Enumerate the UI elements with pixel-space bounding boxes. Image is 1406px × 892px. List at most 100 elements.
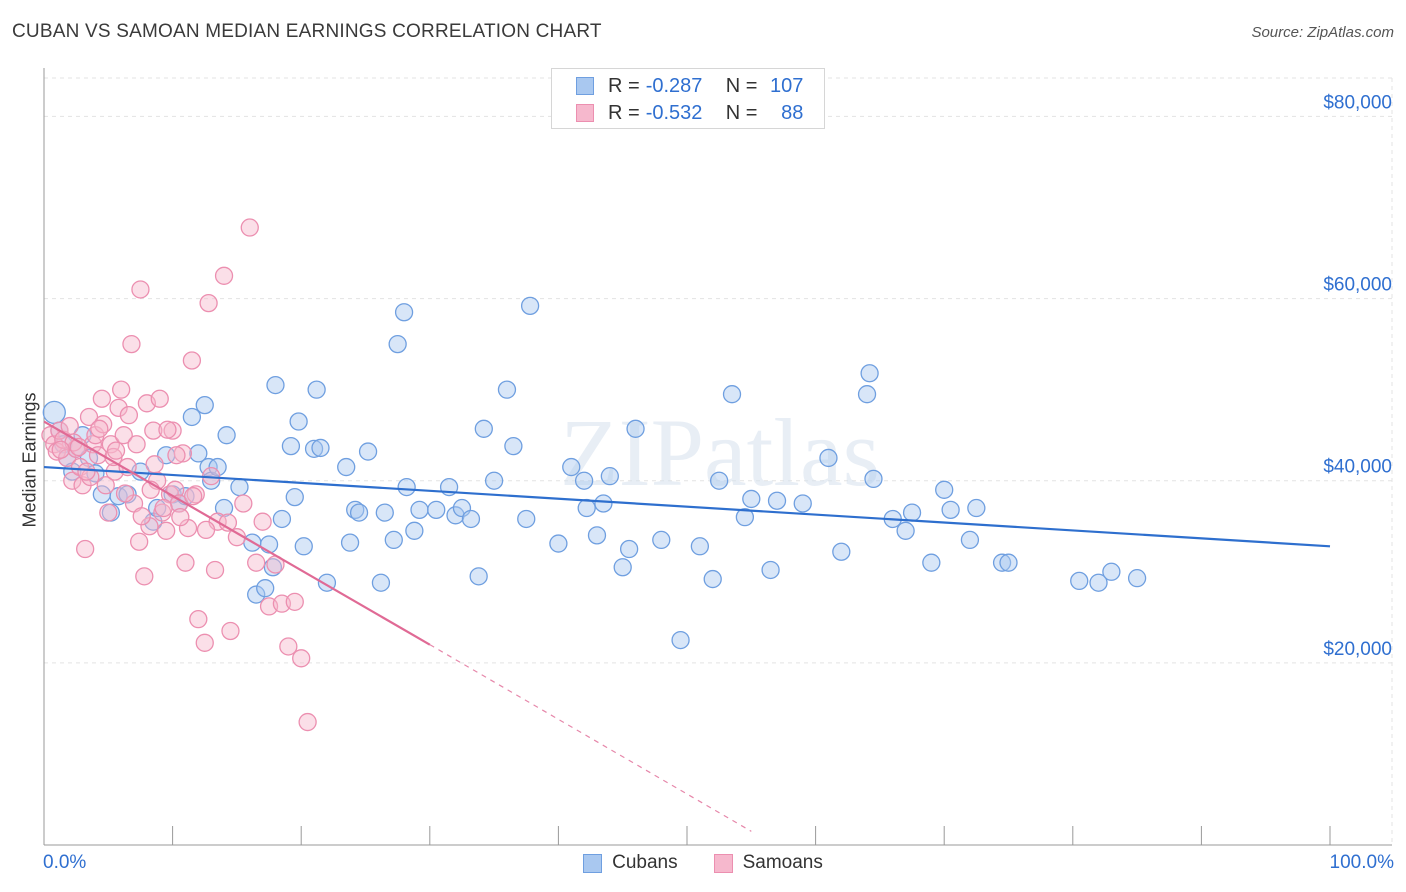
cubans-point <box>922 553 941 572</box>
cubans-point <box>613 558 632 577</box>
cubans-swatch <box>583 853 603 873</box>
samoans-point <box>176 553 195 572</box>
cubans-point <box>285 487 304 507</box>
cubans-point <box>896 521 915 540</box>
cubans-point <box>999 553 1018 572</box>
samoans-point <box>253 512 272 531</box>
cubans-point <box>281 436 301 456</box>
samoans-point <box>163 421 182 440</box>
cubans-point <box>520 296 540 316</box>
samoans-point <box>99 503 118 522</box>
cubans-point <box>311 438 330 458</box>
y-axis-label: Median Earnings <box>19 392 40 528</box>
samoans-point <box>96 476 115 495</box>
n-label: N = <box>725 101 758 124</box>
r-label: R = <box>608 101 640 124</box>
samoans-point <box>115 484 135 503</box>
legend-item-cubans: Cubans <box>583 852 678 874</box>
samoans-point <box>112 380 131 399</box>
cubans-point <box>549 534 568 553</box>
r-value: -0.532 <box>645 101 703 124</box>
cubans-point <box>864 469 883 489</box>
samoans-point <box>51 440 70 459</box>
samoans-point <box>173 444 193 463</box>
cubans-point <box>761 560 780 580</box>
cubans-point <box>517 509 536 529</box>
cubans-point <box>304 439 324 458</box>
samoans-point <box>292 649 311 668</box>
cubans-point <box>446 506 465 525</box>
cubans-point <box>294 537 313 556</box>
legend-item-samoans: Samoans <box>713 852 823 874</box>
cubans-point <box>600 467 619 486</box>
cubans-point <box>337 457 356 477</box>
samoans-point <box>109 398 128 418</box>
x-tick-label-max: 100.0% <box>1329 852 1394 873</box>
cubans-point <box>832 542 851 561</box>
cubans-point <box>256 579 275 598</box>
cubans-point <box>189 444 208 463</box>
samoans-point <box>92 389 112 408</box>
samoans-point <box>195 633 214 652</box>
legend-label-cubans: Cubans <box>612 852 678 873</box>
n-value: 88 <box>781 101 804 124</box>
y-tick-label: $20,000 <box>1323 639 1392 660</box>
r-label: R = <box>608 74 640 97</box>
cubans-point <box>230 477 249 497</box>
samoans-point <box>127 435 146 454</box>
cubans-point <box>574 471 594 490</box>
samoans-point <box>298 712 317 732</box>
cubans-point <box>405 521 424 540</box>
cubans-point <box>497 380 517 399</box>
source-label: Source: ZipAtlas.com <box>1251 24 1394 41</box>
cubans-point <box>461 509 481 529</box>
cubans-point <box>410 500 429 520</box>
cubans-point <box>767 491 787 510</box>
y-tick-label: $60,000 <box>1323 275 1392 296</box>
cubans-point <box>742 489 761 509</box>
series-legend: Cubans Samoans <box>0 852 1406 874</box>
cubans-point <box>427 500 446 520</box>
cubans-point <box>42 400 66 425</box>
cubans-point <box>626 419 645 438</box>
n-value: 107 <box>770 74 804 97</box>
samoans-point <box>182 351 202 370</box>
samoans-point <box>79 407 99 427</box>
samoans-point <box>77 462 96 481</box>
cubans-point <box>1102 562 1121 581</box>
legend-row-cubans: R = -0.287 N = 107 <box>576 74 803 98</box>
samoans-point <box>90 419 109 438</box>
samoans-point <box>135 567 154 586</box>
samoans-point <box>205 560 225 580</box>
cubans-point <box>793 494 812 513</box>
y-tick-label: $80,000 <box>1323 92 1392 113</box>
samoans-point <box>106 441 126 460</box>
cubans-point <box>860 364 879 383</box>
samoans-point <box>167 446 186 465</box>
cubans-point <box>967 498 986 518</box>
cubans-point <box>1127 569 1147 588</box>
cubans-point <box>484 471 504 490</box>
cubans-point <box>703 569 722 589</box>
cubans-point <box>272 509 292 529</box>
cubans-point <box>195 395 214 415</box>
samoans-point <box>122 334 141 354</box>
samoans-point <box>196 520 216 540</box>
cubans-point <box>388 334 407 354</box>
samoans-point <box>158 420 177 439</box>
cubans-point <box>735 507 755 527</box>
cubans-point <box>247 585 266 604</box>
cubans-point <box>690 537 710 556</box>
cubans-swatch <box>576 77 594 95</box>
cubans-point <box>819 448 838 468</box>
samoans-point <box>130 532 149 551</box>
cubans-point <box>935 480 954 499</box>
cubans-point <box>960 530 980 550</box>
cubans-point <box>587 526 607 545</box>
cubans-point <box>358 442 378 461</box>
cubans-point <box>340 533 360 552</box>
cubans-point <box>722 385 742 404</box>
samoans-point <box>76 539 95 559</box>
cubans-point <box>1070 571 1089 591</box>
samoans-point <box>171 507 190 527</box>
